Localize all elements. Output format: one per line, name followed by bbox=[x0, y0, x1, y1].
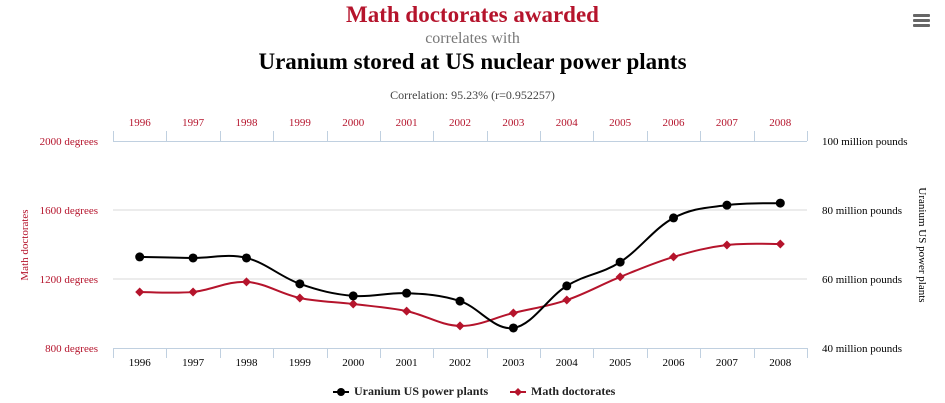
chart: 1996 1996 1997 1997 1998 1998 1999 1999 2000 2000… bbox=[19, 117, 928, 369]
data-point-uranium bbox=[455, 296, 465, 306]
x-tick-label-bottom: 2004 bbox=[556, 357, 579, 369]
data-point-math bbox=[348, 299, 358, 309]
data-point-uranium bbox=[188, 253, 198, 263]
data-point-math bbox=[402, 306, 412, 316]
x-tick-label-bottom: 2007 bbox=[716, 357, 739, 369]
correlation-text: Correlation: 95.23% (r=0.952257) bbox=[390, 88, 555, 102]
x-tick-label-bottom: 1996 bbox=[129, 357, 152, 369]
legend-item-uranium[interactable]: Uranium US power plants bbox=[333, 384, 488, 399]
data-point-math bbox=[455, 321, 465, 331]
data-point-math bbox=[562, 295, 572, 305]
y-axis-title-right: Uranium US power plants bbox=[916, 187, 928, 302]
data-point-uranium bbox=[722, 200, 732, 210]
x-tick-label-bottom: 2001 bbox=[396, 357, 418, 369]
data-point-uranium bbox=[508, 323, 518, 333]
y-tick-label-right: 80 million pounds bbox=[822, 205, 902, 217]
x-tick-label-top: 2001 bbox=[396, 117, 418, 129]
data-point-math bbox=[508, 308, 518, 318]
x-tick-label-bottom: 1998 bbox=[235, 357, 258, 369]
x-tick-label-top: 2005 bbox=[609, 117, 632, 129]
x-tick-label-top: 1997 bbox=[182, 117, 205, 129]
data-point-math bbox=[135, 287, 145, 297]
x-tick-label-top: 1998 bbox=[235, 117, 258, 129]
data-point-math bbox=[615, 272, 625, 282]
data-point-math bbox=[295, 293, 305, 303]
y-tick-label-right: 40 million pounds bbox=[822, 343, 902, 355]
x-tick-label-top: 2008 bbox=[769, 117, 792, 129]
data-point-math bbox=[669, 252, 679, 262]
data-point-math bbox=[775, 239, 785, 249]
x-tick-label-top: 1999 bbox=[289, 117, 312, 129]
data-point-uranium bbox=[615, 257, 625, 267]
x-tick-label-bottom: 2008 bbox=[769, 357, 792, 369]
data-point-uranium bbox=[402, 288, 412, 298]
x-tick-label-top: 2000 bbox=[342, 117, 365, 129]
data-point-uranium bbox=[348, 291, 358, 301]
data-point-math bbox=[188, 287, 198, 297]
data-point-math bbox=[241, 277, 251, 287]
x-tick-label-bottom: 1997 bbox=[182, 357, 205, 369]
x-tick-label-bottom: 2006 bbox=[663, 357, 686, 369]
x-tick-label-bottom: 1999 bbox=[289, 357, 312, 369]
chart-title-secondary: Uranium stored at US nuclear power plant… bbox=[258, 49, 687, 74]
x-tick-label-bottom: 2000 bbox=[342, 357, 365, 369]
chart-title: Math doctorates awarded bbox=[346, 2, 599, 27]
x-tick-label-top: 2002 bbox=[449, 117, 471, 129]
data-point-uranium bbox=[562, 281, 572, 291]
data-point-uranium bbox=[669, 213, 679, 223]
x-tick-label-top: 2007 bbox=[716, 117, 739, 129]
series-line-uranium bbox=[139, 202, 781, 329]
x-tick-label-bottom: 2003 bbox=[502, 357, 525, 369]
data-point-uranium bbox=[775, 198, 785, 208]
x-tick-label-top: 2004 bbox=[556, 117, 579, 129]
x-tick-label-top: 2003 bbox=[502, 117, 525, 129]
data-point-math bbox=[722, 240, 732, 250]
legend-label: Uranium US power plants bbox=[354, 384, 489, 398]
y-tick-label-left: 1200 degrees bbox=[40, 274, 98, 286]
y-tick-label-right: 100 million pounds bbox=[822, 136, 908, 148]
data-point-uranium bbox=[135, 252, 145, 262]
x-tick-label-top: 1996 bbox=[129, 117, 152, 129]
y-axis-title-left: Math doctorates bbox=[19, 209, 31, 280]
data-point-uranium bbox=[295, 279, 305, 289]
legend-item-math[interactable]: Math doctorates bbox=[510, 384, 615, 399]
x-tick-label-bottom: 2005 bbox=[609, 357, 632, 369]
hamburger-menu-icon[interactable] bbox=[913, 14, 930, 28]
y-tick-label-left: 1600 degrees bbox=[40, 205, 98, 217]
data-point-uranium bbox=[241, 253, 251, 263]
legend-label: Math doctorates bbox=[531, 384, 616, 398]
legend-circle-marker-icon bbox=[333, 387, 349, 396]
x-tick-label-top: 2006 bbox=[663, 117, 686, 129]
y-tick-label-left: 800 degrees bbox=[45, 343, 98, 355]
legend-diamond-marker-icon bbox=[510, 387, 526, 396]
y-tick-label-left: 2000 degrees bbox=[40, 136, 98, 148]
x-tick-label-bottom: 2002 bbox=[449, 357, 471, 369]
chart-subtitle: correlates with bbox=[425, 30, 520, 47]
y-tick-label-right: 60 million pounds bbox=[822, 274, 902, 286]
